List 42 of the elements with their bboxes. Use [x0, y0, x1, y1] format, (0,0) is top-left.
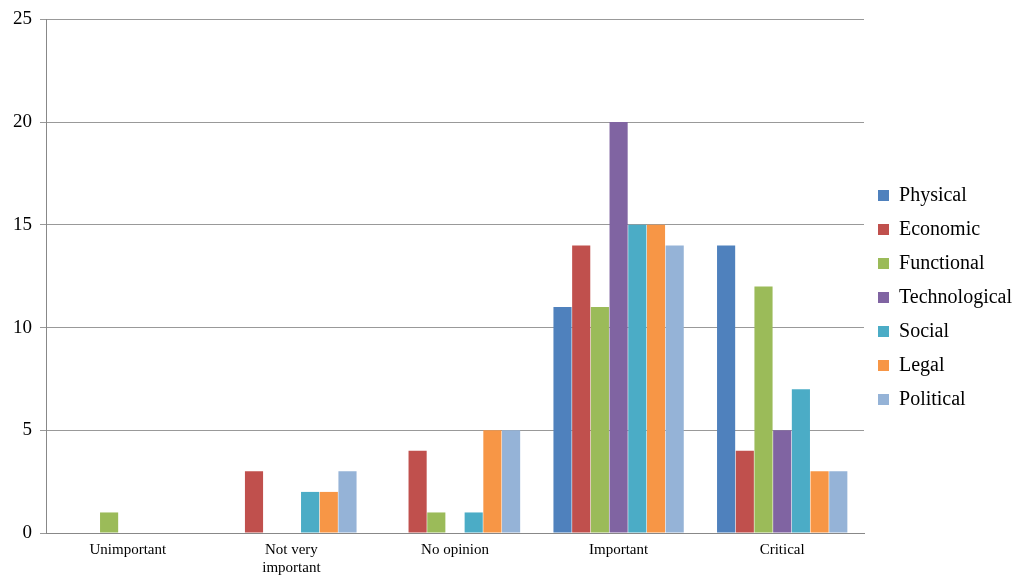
- bar: [502, 430, 521, 533]
- legend-label: Technological: [899, 284, 1013, 308]
- legend-label: Economic: [899, 216, 981, 239]
- legend-label: Legal: [899, 352, 945, 376]
- bar: [572, 245, 591, 533]
- bar: [735, 450, 754, 533]
- bar: [754, 286, 773, 533]
- bar: [717, 245, 736, 533]
- y-tick-label: 10: [13, 315, 32, 337]
- x-tick-label: Unimportant: [89, 540, 167, 557]
- bar: [553, 307, 572, 533]
- bar: [665, 245, 684, 533]
- y-tick-label: 25: [13, 7, 32, 29]
- bar: [829, 471, 848, 533]
- bar: [483, 430, 502, 533]
- bar: [464, 512, 483, 533]
- x-tick-label: No opinion: [421, 540, 490, 557]
- bar: [301, 491, 320, 533]
- bar: [408, 450, 427, 533]
- bar: [628, 224, 647, 533]
- bar: [319, 491, 338, 533]
- legend-label: Social: [899, 318, 950, 341]
- y-tick-label: 5: [22, 418, 32, 440]
- bar: [338, 471, 357, 533]
- x-tick-label: Important: [589, 540, 650, 557]
- y-tick-label: 0: [22, 520, 32, 542]
- y-tick-label: 20: [13, 110, 32, 132]
- legend-label: Physical: [899, 182, 968, 206]
- y-tick-label: 15: [13, 212, 32, 234]
- bar: [810, 471, 829, 533]
- bar: [609, 122, 628, 533]
- bar: [773, 430, 792, 533]
- bar: [427, 512, 446, 533]
- bar: [791, 389, 810, 533]
- legend-label: Political: [899, 386, 967, 409]
- bar: [100, 512, 119, 533]
- x-tick-label: Critical: [759, 540, 805, 557]
- bar: [590, 307, 609, 533]
- x-tick-label: Not very important: [262, 540, 322, 575]
- bar: [646, 224, 666, 533]
- bar: [244, 471, 264, 533]
- legend-label: Functional: [899, 250, 985, 273]
